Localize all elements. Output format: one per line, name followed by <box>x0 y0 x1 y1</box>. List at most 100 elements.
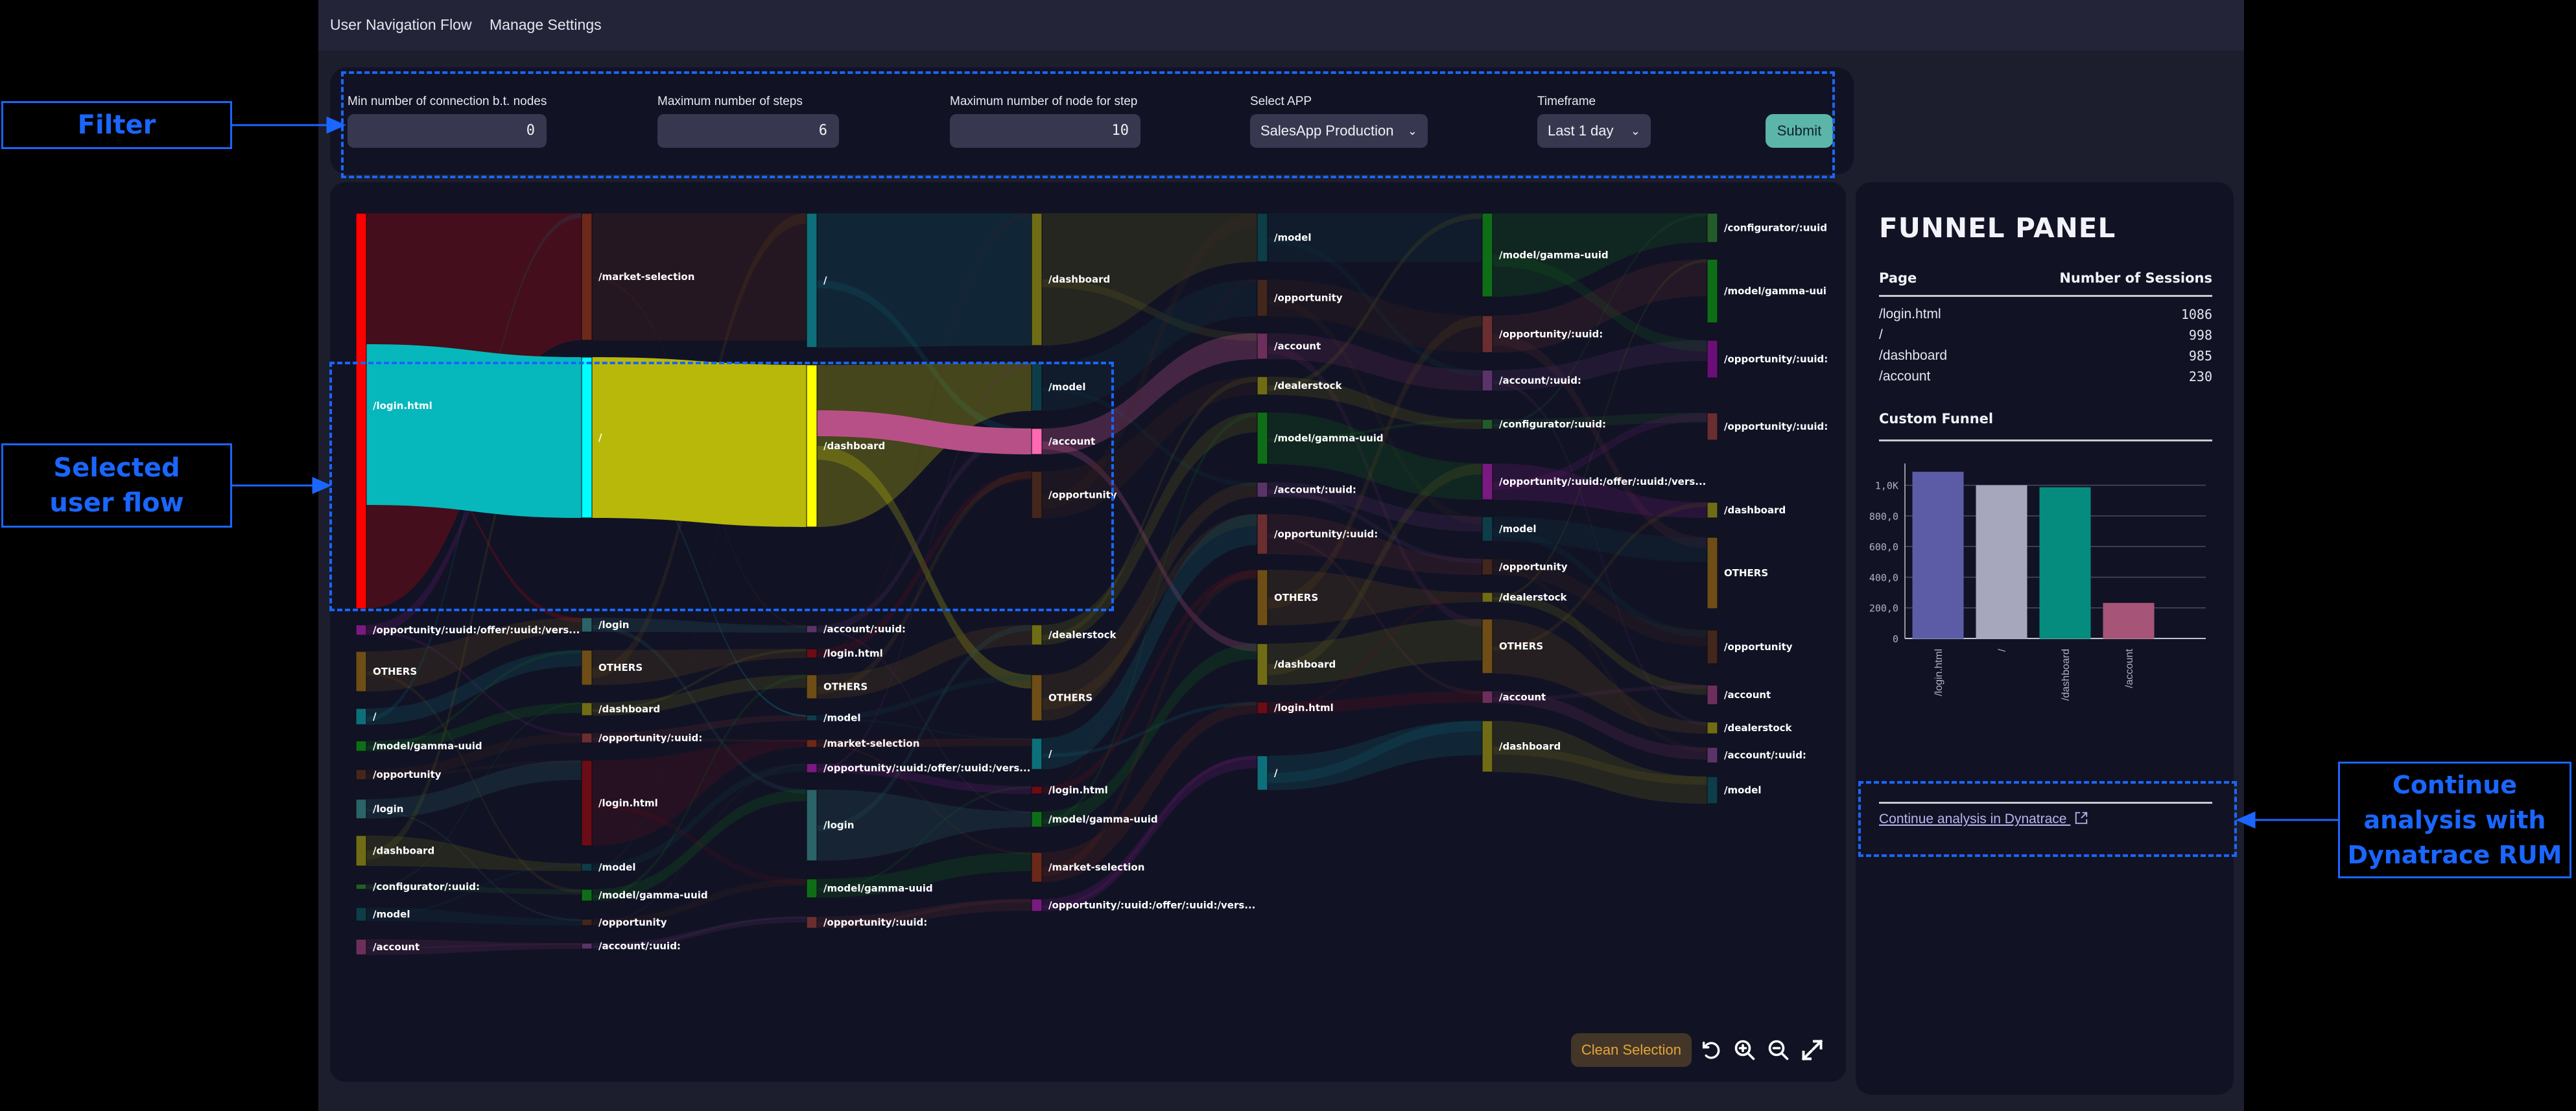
sankey-node[interactable] <box>355 624 367 636</box>
sankey-node[interactable] <box>806 916 818 929</box>
sankey-node[interactable] <box>581 889 593 902</box>
sankey-node[interactable] <box>1707 747 1718 764</box>
sankey-node-label: /model <box>1724 784 1761 796</box>
sankey-node[interactable] <box>581 918 593 926</box>
clean-selection-button[interactable]: Clean Selection <box>1570 1033 1692 1067</box>
sankey-node[interactable] <box>355 769 367 780</box>
sankey-node[interactable] <box>1482 516 1493 542</box>
sankey-node[interactable] <box>581 760 593 847</box>
sankey-node[interactable] <box>1707 721 1718 734</box>
nav-manage-settings[interactable]: Manage Settings <box>490 16 602 33</box>
sankey-node[interactable] <box>1257 412 1268 465</box>
sankey-node[interactable] <box>355 835 367 867</box>
sankey-node[interactable] <box>1257 755 1268 791</box>
sankey-node[interactable] <box>1707 502 1718 519</box>
sankey-node[interactable] <box>1482 315 1493 353</box>
sankey-node[interactable] <box>1707 776 1718 804</box>
sankey-node[interactable] <box>355 907 367 922</box>
sankey-node[interactable] <box>355 939 367 955</box>
sankey-node[interactable] <box>806 213 818 348</box>
sankey-node[interactable] <box>355 799 367 819</box>
sankey-node[interactable] <box>1257 643 1268 686</box>
sankey-node[interactable] <box>581 213 593 341</box>
timeframe-value: Last 1 day <box>1548 123 1614 139</box>
sankey-node[interactable] <box>1707 684 1718 705</box>
sankey-node[interactable] <box>806 364 818 528</box>
timeframe-dropdown[interactable]: Last 1 day ⌄ <box>1537 114 1651 148</box>
sankey-node[interactable] <box>581 702 593 716</box>
sankey-node[interactable] <box>1707 412 1718 441</box>
sankey-node[interactable] <box>1707 340 1718 379</box>
sankey-node[interactable] <box>1031 471 1043 519</box>
sankey-node[interactable] <box>581 617 593 633</box>
sankey-node[interactable] <box>581 732 593 743</box>
sankey-node[interactable] <box>1257 333 1268 360</box>
zoom-in-icon[interactable] <box>1731 1036 1759 1064</box>
sankey-node[interactable] <box>1257 279 1268 317</box>
sankey-node[interactable] <box>1031 213 1043 346</box>
sankey-node[interactable] <box>806 714 818 721</box>
select-app-dropdown[interactable]: SalesApp Production ⌄ <box>1250 114 1428 148</box>
sankey-node[interactable] <box>1257 513 1268 555</box>
sankey-node[interactable] <box>1482 720 1493 773</box>
sankey-node[interactable] <box>1031 428 1043 455</box>
max-steps-input[interactable]: 6 <box>657 114 839 148</box>
sankey-node[interactable] <box>581 942 593 950</box>
fullscreen-icon[interactable] <box>1798 1036 1826 1064</box>
sankey-node[interactable] <box>1031 674 1043 721</box>
sankey-node[interactable] <box>1482 213 1493 298</box>
sankey-node[interactable] <box>355 708 367 725</box>
sankey-node[interactable] <box>1707 629 1718 664</box>
sankey-node-label: /account/:uuid: <box>598 941 681 952</box>
sankey-node[interactable] <box>806 648 818 659</box>
sankey-node[interactable] <box>1707 537 1718 609</box>
sankey-node[interactable] <box>1482 419 1493 430</box>
sankey-node[interactable] <box>1482 558 1493 576</box>
sankey-node[interactable] <box>806 878 818 898</box>
sankey-node[interactable] <box>1031 738 1043 770</box>
sankey-node[interactable] <box>581 649 593 686</box>
sankey-node[interactable] <box>581 863 593 872</box>
sankey-node[interactable] <box>1257 569 1268 626</box>
sankey-node[interactable] <box>1482 463 1493 500</box>
sankey-node[interactable] <box>1031 624 1043 646</box>
sankey-node[interactable] <box>355 651 367 692</box>
reset-icon[interactable] <box>1697 1036 1725 1064</box>
funnel-bar[interactable] <box>2039 487 2091 639</box>
funnel-bar[interactable] <box>1912 471 1964 639</box>
sankey-node[interactable] <box>1707 213 1718 243</box>
zoom-out-icon[interactable] <box>1764 1036 1793 1064</box>
sankey-node[interactable] <box>1257 376 1268 395</box>
chevron-down-icon: ⌄ <box>1630 124 1640 137</box>
max-nodes-input[interactable]: 10 <box>950 114 1140 148</box>
submit-button[interactable]: Submit <box>1766 114 1833 148</box>
sankey-node[interactable] <box>1031 852 1043 883</box>
sankey-node[interactable] <box>581 357 593 519</box>
sankey-column-3: /dashboard/model/account/opportunity/dea… <box>1031 213 1255 912</box>
sankey-node[interactable] <box>1257 482 1268 498</box>
sankey-node[interactable] <box>1482 369 1493 392</box>
sankey-node[interactable] <box>1031 898 1043 912</box>
sankey-node[interactable] <box>806 763 818 773</box>
sankey-node[interactable] <box>1482 618 1493 674</box>
sankey-node[interactable] <box>1482 690 1493 704</box>
nav-user-navigation-flow[interactable]: User Navigation Flow <box>330 16 472 33</box>
sankey-node[interactable] <box>1257 701 1268 714</box>
sankey-node[interactable] <box>806 789 818 861</box>
sankey-node[interactable] <box>806 739 818 748</box>
continue-analysis-link[interactable]: Continue analysis in Dynatrace <box>1879 811 2088 827</box>
min-connection-input[interactable]: 0 <box>348 114 547 148</box>
sankey-node[interactable] <box>806 625 818 633</box>
sankey-diagram[interactable]: /opportunity/:uuid:/offer/:uuid:/vers...… <box>330 182 1846 1082</box>
sankey-node[interactable] <box>1257 213 1268 263</box>
funnel-bar[interactable] <box>1976 485 2027 639</box>
sankey-node[interactable] <box>355 883 367 890</box>
sankey-node[interactable] <box>1031 811 1043 828</box>
sankey-node[interactable] <box>1031 786 1043 795</box>
funnel-bar[interactable] <box>2103 603 2155 639</box>
page-cell: /account <box>1879 369 1931 384</box>
sankey-node[interactable] <box>1482 592 1493 603</box>
sankey-node[interactable] <box>355 740 367 752</box>
sankey-node[interactable] <box>1707 259 1718 323</box>
sankey-node[interactable] <box>806 674 818 699</box>
